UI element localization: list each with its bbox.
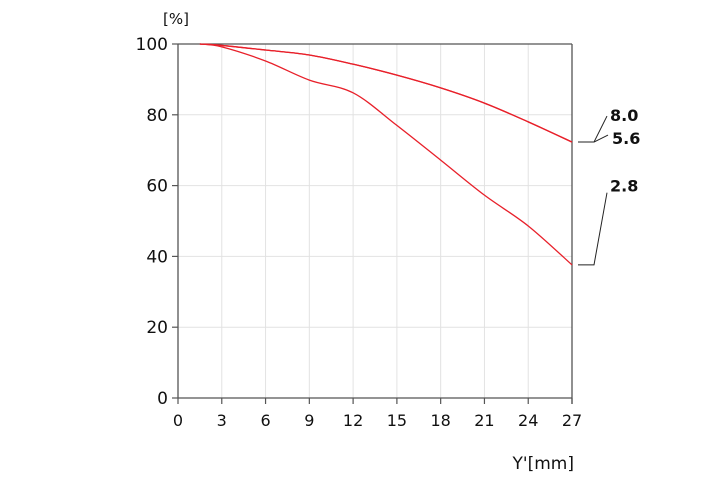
y-tick-label: 80 xyxy=(146,106,168,126)
legend-label-2-8: 2.8 xyxy=(610,177,638,196)
x-tick-label: 12 xyxy=(343,411,363,430)
y-tick-label: 20 xyxy=(146,318,168,338)
x-tick-label: 9 xyxy=(304,411,314,430)
y-axis-label: [%] xyxy=(163,10,189,28)
leader-line-5-6 xyxy=(593,134,609,143)
series-line-2-8 xyxy=(199,43,573,266)
x-tick-label: 18 xyxy=(430,411,450,430)
series-line-8-0 xyxy=(199,43,573,143)
x-tick-label: 27 xyxy=(562,411,582,430)
x-axis-label: Y'[mm] xyxy=(512,454,574,474)
y-tick-label: 100 xyxy=(136,35,168,55)
x-tick-label: 0 xyxy=(173,411,183,430)
x-tick-label: 3 xyxy=(217,411,227,430)
leader-line-2-8 xyxy=(578,192,608,266)
x-tick-label: 15 xyxy=(387,411,407,430)
legend-label-5-6: 5.6 xyxy=(612,129,640,148)
legend-label-8-0: 8.0 xyxy=(610,106,638,125)
x-tick-label: 24 xyxy=(518,411,538,430)
series-line-5-6 xyxy=(199,43,573,143)
y-tick-label: 40 xyxy=(146,247,168,267)
y-tick-label: 0 xyxy=(157,389,168,409)
x-tick-label: 6 xyxy=(260,411,270,430)
y-tick-label: 60 xyxy=(146,177,168,197)
x-tick-label: 21 xyxy=(474,411,494,430)
